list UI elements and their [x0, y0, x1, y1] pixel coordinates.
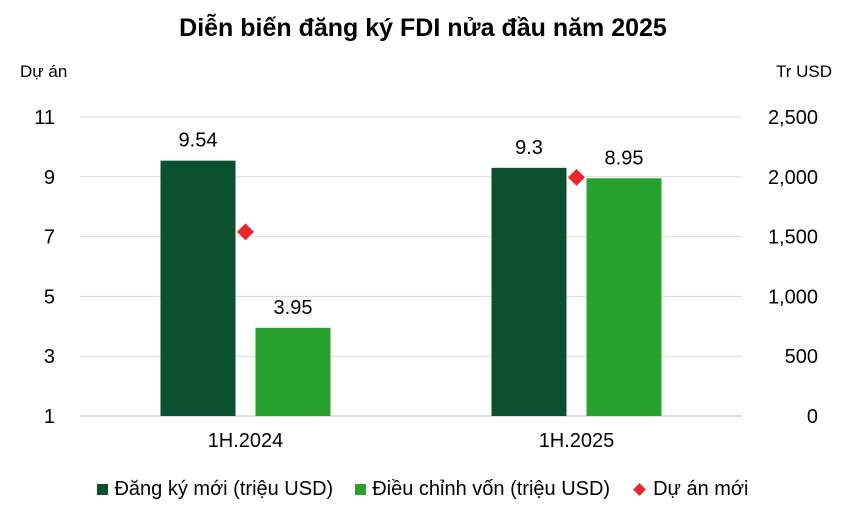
legend-swatch — [355, 484, 367, 495]
right-tick-label: 2,500 — [768, 107, 818, 129]
right-tick-label: 2,000 — [768, 167, 818, 189]
left-axis-label: Dự án — [20, 62, 67, 81]
legend-item: Đăng ký mới (triệu USD) — [97, 478, 333, 501]
data-label: 9.54 — [179, 130, 218, 152]
right-tick-label: 0 — [807, 406, 818, 428]
chart: Diễn biến đăng ký FDI nửa đầu năm 2025 D… — [20, 12, 832, 452]
bar — [491, 167, 567, 416]
left-tick-label: 1 — [44, 406, 55, 428]
legend-item: Dự án mới — [632, 478, 749, 501]
left-tick-label: 5 — [44, 286, 55, 308]
bar — [586, 178, 662, 416]
marker-point — [566, 167, 587, 188]
right-tick-label: 1,500 — [768, 227, 818, 249]
markers — [235, 167, 587, 242]
right-axis-label: Tr USD — [776, 62, 832, 81]
right-axis-ticks: 2,500 2,000 1,500 1,000 500 0 — [768, 107, 818, 428]
left-axis-ticks: 11 9 7 5 3 1 — [34, 107, 55, 428]
category-label: 1H.2025 — [539, 430, 615, 452]
category-label: 1H.2024 — [208, 430, 284, 452]
left-tick-label: 7 — [44, 227, 55, 249]
legend-item: Điều chỉnh vốn (triệu USD) — [355, 478, 610, 501]
legend: Đăng ký mới (triệu USD) Điều chỉnh vốn (t… — [0, 478, 846, 501]
legend-label: Dự án mới — [653, 478, 749, 500]
bars: 9.54 3.95 9.3 8.95 — [160, 130, 662, 416]
category-labels: 1H.2024 1H.2025 — [208, 430, 615, 452]
bar — [160, 160, 236, 416]
bar — [255, 327, 331, 416]
data-label: 9.3 — [515, 137, 543, 159]
left-tick-label: 3 — [44, 346, 55, 368]
right-tick-label: 500 — [785, 346, 818, 368]
left-tick-label: 9 — [44, 167, 55, 189]
data-label: 8.95 — [605, 147, 644, 169]
chart-title: Diễn biến đăng ký FDI nửa đầu năm 2025 — [179, 12, 667, 42]
legend-label: Điều chỉnh vốn (triệu USD) — [372, 478, 611, 500]
legend-swatch — [97, 484, 109, 495]
marker-point — [235, 221, 256, 242]
legend-label: Đăng ký mới (triệu USD) — [114, 478, 334, 500]
legend-diamond-icon — [633, 483, 646, 496]
right-tick-label: 1,000 — [768, 286, 818, 308]
left-tick-label: 11 — [34, 107, 55, 129]
data-label: 3.95 — [274, 297, 313, 319]
